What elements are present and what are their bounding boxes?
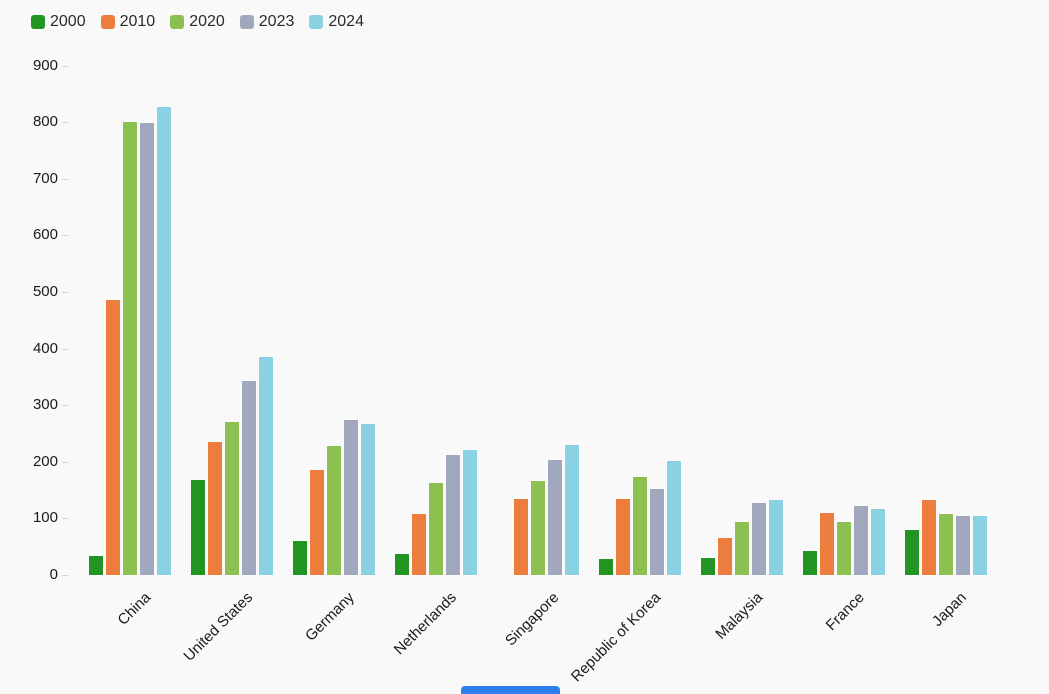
bar-france-2024[interactable]: [871, 508, 885, 575]
bar-singapore-2010[interactable]: [514, 498, 528, 575]
bar-netherlands-2023[interactable]: [446, 455, 460, 575]
legend-item-2000[interactable]: 2000: [31, 13, 86, 31]
legend-item-2023[interactable]: 2023: [239, 13, 295, 31]
legend-swatch-2000: [31, 15, 45, 29]
x-label-netherlands: Netherlands: [390, 589, 461, 659]
bar-netherlands-2000[interactable]: [395, 554, 409, 575]
chart-legend: 2000 2010 2020 2023 2024: [31, 13, 364, 31]
bar-republic-of-korea-2010[interactable]: [616, 498, 630, 575]
bar-japan-2000[interactable]: [905, 529, 919, 575]
y-tick-label-400: 400: [32, 339, 58, 357]
legend-label: 2023: [258, 13, 295, 30]
legend-item-2024[interactable]: 2024: [309, 13, 364, 31]
bar-france-2020[interactable]: [837, 521, 851, 575]
bar-france-2023[interactable]: [854, 505, 868, 575]
y-tick-label-500: 500: [32, 283, 58, 300]
y-tick-label-100: 100: [32, 509, 58, 527]
legend-label: 2000: [50, 13, 86, 30]
bar-united-states-2023[interactable]: [242, 380, 256, 575]
bar-france-2000[interactable]: [803, 551, 817, 575]
bar-china-2000[interactable]: [89, 555, 103, 575]
y-tick-label-700: 700: [32, 169, 58, 187]
bar-malaysia-2020[interactable]: [735, 522, 749, 575]
y-tick-label-0: 0: [49, 566, 58, 583]
legend-label: 2020: [189, 13, 225, 30]
x-label-france: France: [822, 589, 869, 635]
x-label-singapore: Singapore: [501, 589, 563, 650]
y-tick-mark: [62, 235, 68, 237]
y-tick-label-300: 300: [32, 396, 58, 414]
bar-germany-2010[interactable]: [310, 470, 324, 575]
y-tick-mark: [62, 575, 68, 576]
horizontal-scrollbar-thumb[interactable]: [461, 686, 560, 694]
bar-malaysia-2000[interactable]: [701, 558, 715, 575]
bar-china-2020[interactable]: [123, 122, 137, 575]
bar-malaysia-2010[interactable]: [718, 538, 732, 575]
bar-singapore-2023[interactable]: [548, 460, 562, 575]
bar-republic-of-korea-2023[interactable]: [650, 488, 664, 575]
bar-china-2010[interactable]: [106, 300, 120, 575]
bar-republic-of-korea-2024[interactable]: [667, 460, 681, 575]
bar-japan-2010[interactable]: [922, 500, 936, 575]
x-label-japan: Japan: [929, 589, 971, 630]
bar-germany-2023[interactable]: [344, 419, 358, 575]
legend-item-2010[interactable]: 2010: [100, 13, 156, 31]
x-label-united-states: United States: [180, 589, 257, 665]
bar-china-2024[interactable]: [157, 107, 171, 575]
legend-swatch-2024: [309, 15, 324, 29]
legend-label: 2010: [119, 13, 156, 30]
x-label-germany: Germany: [302, 589, 359, 645]
bar-malaysia-2023[interactable]: [752, 502, 766, 575]
bar-japan-2023[interactable]: [956, 515, 970, 575]
bar-united-states-2000[interactable]: [191, 479, 205, 575]
bar-netherlands-2020[interactable]: [429, 482, 443, 575]
bar-germany-2000[interactable]: [293, 541, 307, 575]
bar-netherlands-2024[interactable]: [463, 449, 477, 575]
bar-republic-of-korea-2000[interactable]: [599, 559, 613, 575]
bar-singapore-2024[interactable]: [565, 445, 579, 575]
y-tick-mark: [62, 178, 68, 180]
bar-germany-2024[interactable]: [361, 423, 375, 575]
bar-united-states-2024[interactable]: [259, 357, 273, 575]
legend-swatch-2020: [170, 15, 185, 29]
bar-china-2023[interactable]: [140, 123, 154, 575]
y-tick-label-200: 200: [32, 452, 58, 470]
y-tick-label-800: 800: [32, 113, 58, 131]
bar-united-states-2010[interactable]: [208, 441, 222, 575]
bar-germany-2020[interactable]: [327, 445, 341, 575]
x-label-malaysia: Malaysia: [712, 589, 767, 643]
y-tick-label-900: 900: [32, 56, 58, 74]
bar-singapore-2020[interactable]: [531, 481, 545, 575]
y-tick-mark: [62, 122, 68, 124]
y-tick-mark: [62, 348, 68, 350]
y-tick-mark: [62, 405, 68, 407]
y-tick-mark: [62, 65, 68, 67]
y-tick-mark: [62, 292, 68, 293]
bar-malaysia-2024[interactable]: [769, 499, 783, 575]
bar-france-2010[interactable]: [820, 512, 834, 575]
legend-swatch-2010: [100, 15, 115, 29]
bar-japan-2020[interactable]: [939, 513, 953, 575]
bar-united-states-2020[interactable]: [225, 422, 239, 575]
legend-item-2020[interactable]: 2020: [170, 13, 225, 31]
bar-japan-2024[interactable]: [973, 516, 987, 575]
x-label-republic-of-korea: Republic of Korea: [567, 589, 665, 686]
y-tick-label-600: 600: [32, 226, 58, 244]
bar-republic-of-korea-2020[interactable]: [633, 476, 647, 575]
bar-netherlands-2010[interactable]: [412, 514, 426, 575]
legend-label: 2024: [328, 13, 364, 30]
x-label-china: China: [114, 589, 155, 629]
y-tick-mark: [62, 518, 68, 520]
legend-swatch-2023: [239, 15, 254, 29]
y-tick-mark: [62, 461, 68, 463]
